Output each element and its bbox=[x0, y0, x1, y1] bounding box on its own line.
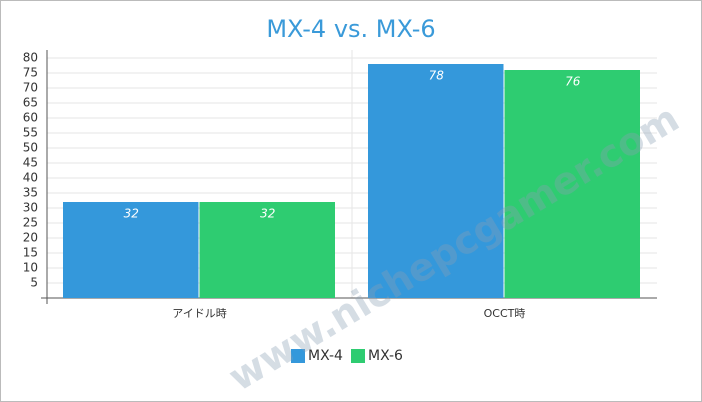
y-tick-label: 75 bbox=[23, 66, 38, 80]
y-tick-label: 5 bbox=[30, 276, 38, 290]
y-tick-label: 25 bbox=[23, 216, 38, 230]
bar bbox=[504, 70, 640, 298]
y-tick-label: 50 bbox=[23, 141, 38, 155]
bar bbox=[63, 202, 199, 298]
legend-label: MX-6 bbox=[368, 348, 403, 364]
y-tick-label: 70 bbox=[23, 81, 38, 95]
y-tick-label: 10 bbox=[23, 261, 38, 275]
y-tick-label: 55 bbox=[23, 126, 38, 140]
y-tick-label: 20 bbox=[23, 231, 38, 245]
y-tick-label: 65 bbox=[23, 96, 38, 110]
x-tick-label: アイドル時 bbox=[172, 307, 226, 320]
x-tick-label: OCCT時 bbox=[484, 307, 526, 320]
y-tick-label: 30 bbox=[23, 201, 38, 215]
legend-label: MX-4 bbox=[308, 348, 343, 364]
y-tick-label: 40 bbox=[23, 171, 38, 185]
value-label: 78 bbox=[429, 69, 445, 83]
value-label: 32 bbox=[260, 207, 275, 221]
y-tick-label: 15 bbox=[23, 246, 38, 260]
chart-title: MX-4 vs. MX-6 bbox=[266, 15, 435, 43]
y-tick-label: 35 bbox=[23, 186, 38, 200]
y-tick-label: 80 bbox=[23, 51, 38, 65]
y-tick-label: 60 bbox=[23, 111, 38, 125]
y-tick-label: 45 bbox=[23, 156, 38, 170]
bar bbox=[368, 64, 504, 298]
value-label: 32 bbox=[124, 207, 139, 221]
legend-swatch bbox=[351, 349, 365, 363]
value-label: 76 bbox=[565, 75, 581, 89]
legend-swatch bbox=[291, 349, 305, 363]
bar bbox=[199, 202, 335, 298]
